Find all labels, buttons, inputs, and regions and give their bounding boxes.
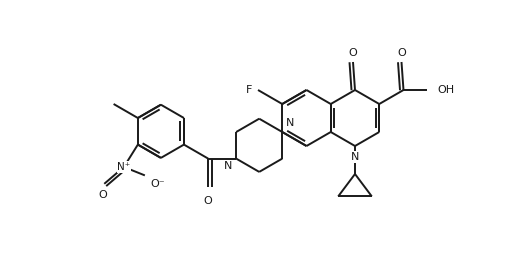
Text: O: O [348, 48, 357, 58]
Text: N: N [223, 160, 232, 171]
Text: N⁺: N⁺ [117, 162, 130, 172]
Text: N: N [350, 152, 359, 162]
Text: F: F [245, 85, 251, 95]
Text: O: O [97, 190, 107, 200]
Text: O: O [204, 196, 212, 206]
Text: O⁻: O⁻ [150, 179, 165, 189]
Text: OH: OH [436, 85, 453, 95]
Text: N: N [286, 118, 294, 128]
Text: O: O [396, 48, 405, 58]
